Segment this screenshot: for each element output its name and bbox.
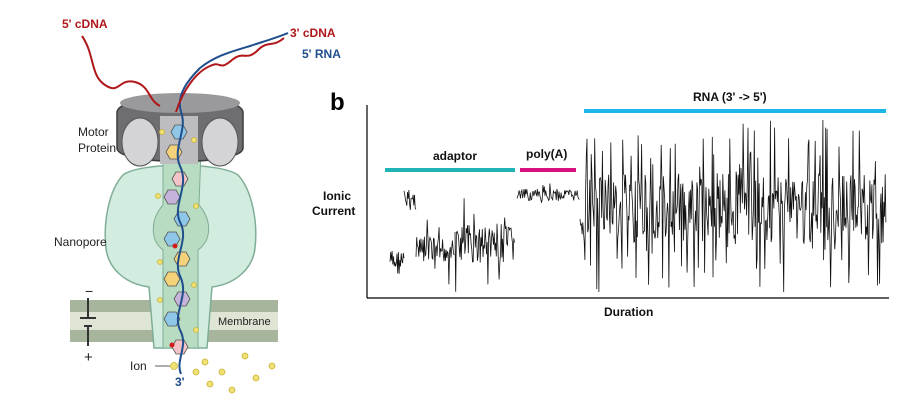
marker-dot [169,342,175,348]
polya-label: poly(A) [526,147,567,161]
panel-label-b: b [330,89,345,116]
polya-bar [520,168,576,172]
ions [155,129,276,394]
xlabel: Duration [604,305,653,319]
plus-sign: + [84,349,93,366]
trace-segment [516,183,580,203]
marker-dot [172,243,178,249]
cdna-3-strand [175,37,285,113]
rna-segment-label: RNA (3' -> 5') [693,90,767,104]
trace-segment [415,219,455,285]
panel-a: − + [54,17,341,394]
label-nanopore: Nanopore [54,235,107,249]
cdna-5-strand [81,35,161,107]
ylabel-line-1: Ionic [323,189,351,203]
rna-strand [176,32,289,375]
ylabel-line-2: Current [312,204,355,218]
label-membrane: Membrane [218,316,271,328]
ionic-current-trace [389,119,887,293]
trace-segment [389,250,405,274]
label-3-cdna: 3' cDNA [290,26,336,40]
panel-b: b Ionic Current Duration adaptor poly(A)… [312,89,889,319]
label-5-cdna: 5' cDNA [62,17,108,31]
minus-sign: − [85,283,93,299]
rna-bar [584,109,886,113]
trace-segment [579,119,887,293]
trace-segment [454,198,515,292]
voltage-source-icon [80,298,96,346]
label-5-rna: 5' RNA [302,47,341,61]
label-motor: Motor [78,125,109,139]
label-protein: Protein [78,141,116,155]
ion-marker [170,362,178,370]
label-3-rna: 3' [175,375,185,389]
label-ion: Ion [130,359,147,373]
adaptor-bar [385,168,515,172]
trace-segment [403,189,417,211]
adaptor-label: adaptor [433,149,477,163]
